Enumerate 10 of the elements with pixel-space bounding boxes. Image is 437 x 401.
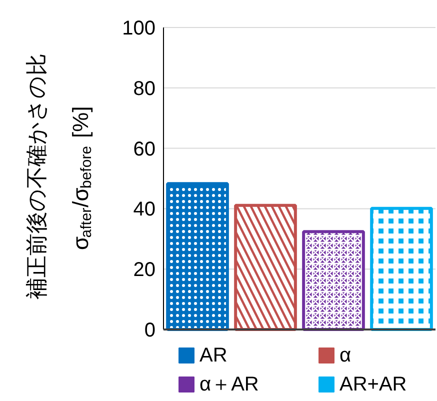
y-tick-label: 80	[133, 78, 156, 100]
legend-label: AR+AR	[340, 374, 407, 396]
y-tick-label: 20	[133, 259, 156, 282]
legend-label: α＋AR	[200, 374, 259, 396]
legend-label: α	[340, 344, 352, 366]
y-tick-label: 40	[133, 198, 156, 221]
y-tick-label: 0	[144, 320, 156, 342]
legend-label: AR	[200, 344, 228, 366]
y-tick-label: 60	[133, 138, 156, 160]
y-tick-label: 100	[122, 18, 156, 40]
